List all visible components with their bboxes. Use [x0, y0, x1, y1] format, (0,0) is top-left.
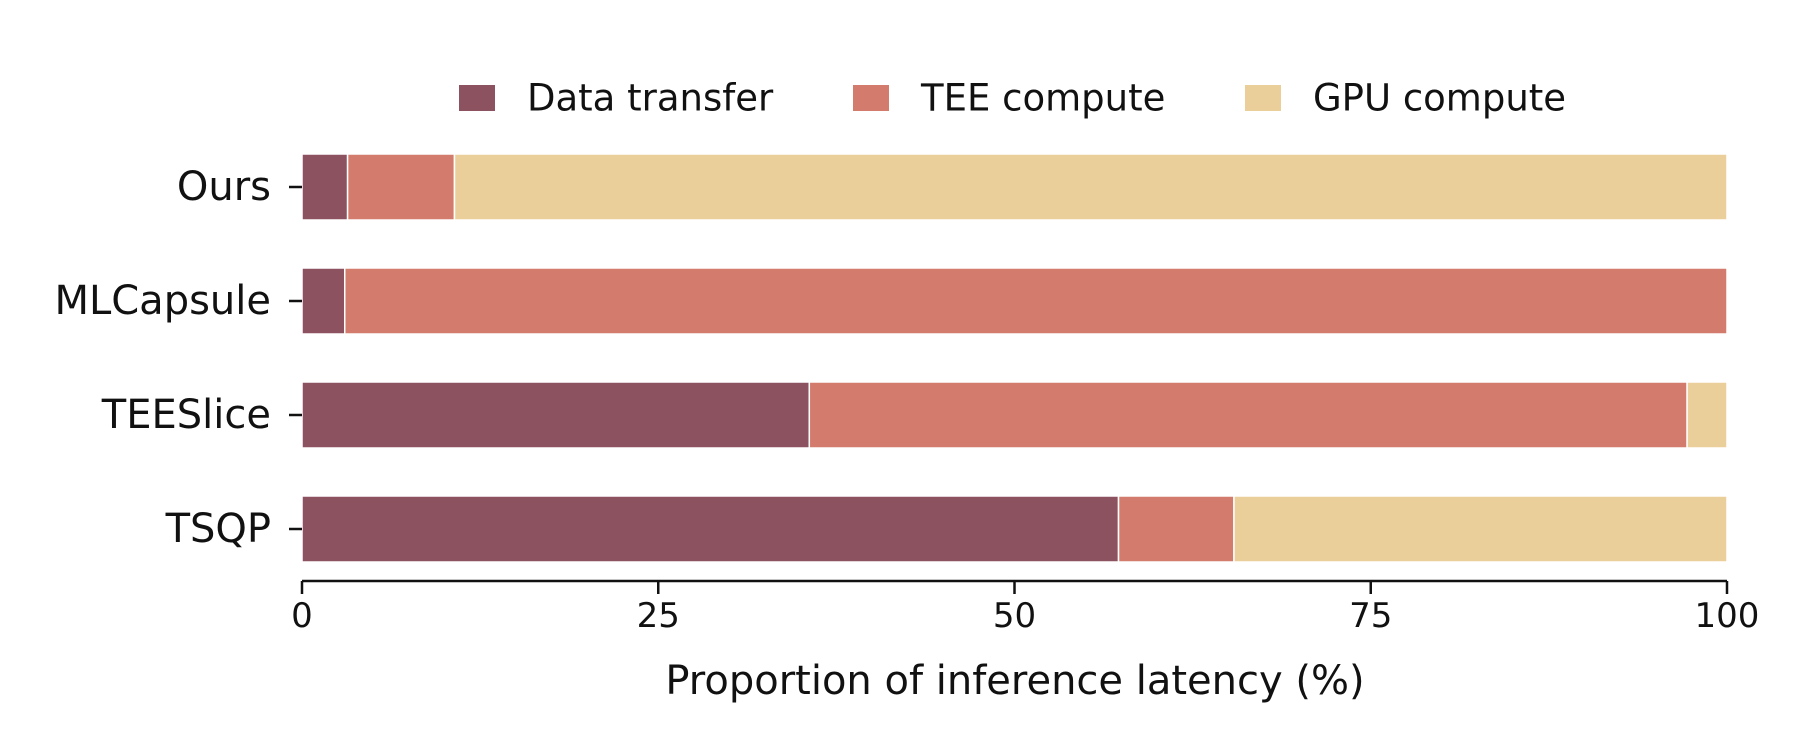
bar-tsqp-gpu-compute	[1233, 495, 1728, 563]
legend: Data transfer TEE compute GPU compute	[459, 77, 1566, 120]
y-axis: Ours MLCapsule TEESlice TSQP	[54, 164, 302, 552]
bar-teeslice-data-transfer	[301, 381, 811, 449]
bar-teeslice-tee-compute	[808, 381, 1688, 449]
x-tick-label: 0	[291, 596, 313, 636]
bar-tsqp-tee-compute	[1117, 495, 1235, 563]
x-tick-label: 75	[1349, 596, 1392, 636]
bar-teeslice-gpu-compute	[1686, 381, 1728, 449]
legend-swatch-data-transfer	[459, 85, 495, 111]
x-tick-label: 25	[637, 596, 680, 636]
bars	[301, 153, 1728, 563]
legend-swatch-gpu-compute	[1245, 85, 1281, 111]
y-tick-label: MLCapsule	[54, 278, 271, 324]
bar-mlcapsule-tee-compute	[344, 267, 1728, 335]
legend-label-data-transfer: Data transfer	[527, 77, 774, 120]
x-axis-title: Proportion of inference latency (%)	[665, 658, 1364, 704]
bar-tsqp-data-transfer	[301, 495, 1120, 563]
bar-mlcapsule-data-transfer	[301, 267, 346, 335]
legend-label-tee-compute: TEE compute	[920, 77, 1165, 120]
legend-label-gpu-compute: GPU compute	[1313, 77, 1566, 120]
bar-ours-tee-compute	[346, 153, 456, 221]
x-axis: 0 25 50 75 100	[291, 579, 1760, 636]
bar-ours-data-transfer	[301, 153, 349, 221]
bar-ours-gpu-compute	[453, 153, 1728, 221]
y-tick-label: TSQP	[165, 506, 271, 552]
legend-swatch-tee-compute	[853, 85, 889, 111]
x-tick-label: 100	[1695, 596, 1760, 636]
x-tick-label: 50	[993, 596, 1036, 636]
y-tick-label: TEESlice	[101, 392, 271, 438]
y-tick-label: Ours	[177, 164, 271, 210]
